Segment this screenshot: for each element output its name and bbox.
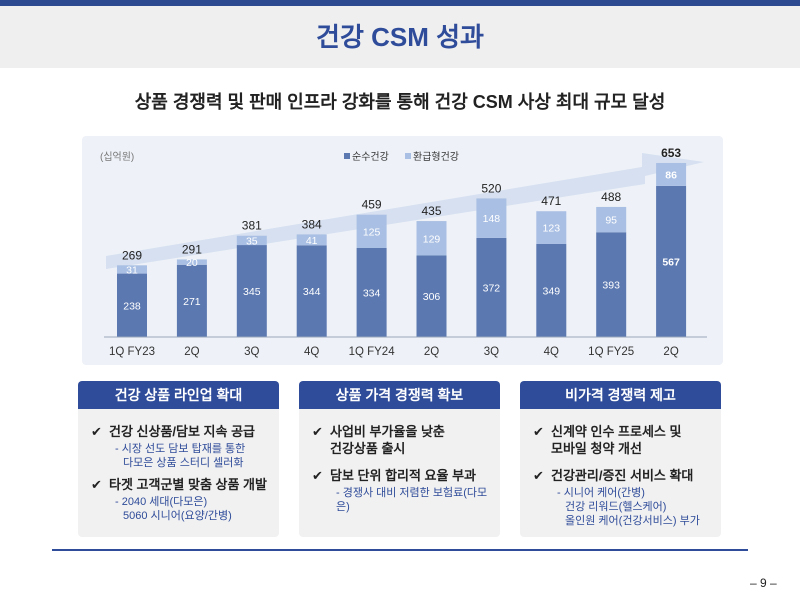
x-tick-label: 4Q (544, 346, 559, 358)
data-label-total: 471 (541, 194, 561, 208)
card-title: 건강 상품 라인업 확대 (78, 381, 279, 409)
bar-refund-health (117, 265, 147, 274)
bar-refund-health (416, 221, 447, 256)
check-icon: ✔ (533, 424, 544, 439)
bar-refund-health (476, 198, 507, 238)
chart-panel: (십억원) 순수건강 환급형건강 238 31 269 1Q FY23 271 20 291 2Q 3… (82, 136, 723, 365)
bar-pure-health (536, 243, 567, 337)
data-label-pure: 393 (602, 280, 620, 292)
card-title: 상품 가격 경쟁력 확보 (299, 381, 500, 409)
legend-swatch (405, 153, 411, 159)
data-label-total: 488 (601, 190, 621, 204)
card-sub-note: - 시니어 케어(간병) 건강 리워드(헬스케어) 올인원 케어(건강서비스) … (557, 487, 700, 527)
card-bullet: ✔ 사업비 부가율을 낮춘 건강상품 출시 (312, 424, 445, 456)
data-label-refund: 86 (665, 169, 677, 181)
bar-pure-health (236, 245, 267, 337)
data-label-refund: 20 (186, 257, 198, 269)
data-label-refund: 95 (605, 215, 617, 227)
data-label-total: 291 (182, 242, 202, 256)
x-tick-label: 1Q FY24 (349, 346, 396, 358)
data-label-total: 520 (481, 181, 501, 195)
data-label-total: 435 (421, 204, 441, 218)
card-title: 비가격 경쟁력 제고 (520, 381, 721, 409)
legend-label: 순수건강 (352, 151, 389, 163)
data-label-pure: 344 (303, 286, 321, 298)
check-icon: ✔ (533, 468, 544, 483)
bar-refund-health (176, 259, 207, 265)
data-label-pure: 372 (483, 282, 501, 294)
bar-refund-health (596, 206, 627, 233)
bar-pure-health (176, 264, 207, 337)
card-bullet: ✔ 건강관리/증진 서비스 확대 (533, 468, 694, 483)
x-tick-label: 2Q (184, 346, 199, 358)
x-tick-label: 2Q (663, 346, 678, 358)
card-sub-note: - 시장 선도 담보 탑재를 통한 다모은 상품 스터디 셀러화 (115, 443, 246, 469)
check-icon: ✔ (91, 424, 102, 439)
bar-pure-health (356, 247, 387, 337)
bar-pure-health (596, 232, 627, 337)
card-bullet: ✔ 신계약 인수 프로세스 및 모바일 청약 개선 (533, 424, 682, 456)
bar-refund-health (656, 162, 687, 186)
card-nonprice: 비가격 경쟁력 제고 ✔ 신계약 인수 프로세스 및 모바일 청약 개선 ✔ 건강관리… (520, 381, 721, 537)
bar-refund-health (536, 211, 567, 244)
data-label-total: 269 (122, 248, 142, 262)
page-title: 건강 CSM 성과 (316, 22, 484, 52)
x-tick-label: 1Q FY23 (109, 346, 155, 358)
x-tick-label: 1Q FY25 (588, 346, 634, 358)
unit-label: (십억원) (100, 151, 134, 163)
top-accent-line (0, 0, 800, 6)
bar-pure-health (117, 273, 147, 337)
card-lineup: 건강 상품 라인업 확대 ✔ 건강 신상품/담보 지속 공급 - 시장 선도 담보… (78, 381, 279, 537)
data-label-pure: 567 (662, 256, 680, 268)
bar-refund-health (356, 214, 387, 248)
card-bullet: ✔ 타겟 고객군별 맞춤 상품 개발 (91, 477, 267, 492)
data-label-pure: 345 (243, 286, 261, 298)
bar-pure-health (296, 245, 327, 337)
bar-refund-health (236, 235, 267, 246)
card-price: 상품 가격 경쟁력 확보 ✔ 사업비 부가율을 낮춘 건강상품 출시 ✔ 담보 단위 … (299, 381, 500, 537)
card-bullet: ✔ 건강 신상품/담보 지속 공급 (91, 424, 256, 439)
data-label-total: 459 (362, 198, 382, 212)
data-label-refund: 148 (483, 213, 501, 225)
bottom-divider (52, 549, 748, 551)
check-icon: ✔ (312, 424, 323, 439)
bar-pure-health (656, 185, 687, 337)
data-label-pure: 349 (543, 285, 561, 297)
data-label-refund: 41 (306, 235, 318, 247)
data-label-pure: 271 (183, 296, 201, 308)
check-icon: ✔ (312, 468, 323, 483)
data-label-refund: 129 (423, 233, 441, 245)
data-label-pure: 238 (123, 300, 141, 312)
x-tick-label: 4Q (304, 346, 319, 358)
page-number: – 9 – (750, 576, 777, 590)
data-label-refund: 31 (126, 264, 138, 276)
card-sub-note: - 2040 세대(다모은) 5060 시니어(요양/간병) (115, 496, 232, 522)
legend-label: 환급형건강 (413, 151, 459, 163)
check-icon: ✔ (91, 477, 102, 492)
data-label-refund: 123 (543, 223, 561, 235)
card-sub-note: - 경쟁사 대비 저렴한 보험료(다모은) (336, 487, 488, 513)
x-tick-label: 3Q (484, 346, 499, 358)
x-tick-label: 3Q (244, 346, 259, 358)
data-label-refund: 35 (246, 235, 258, 247)
x-tick-label: 2Q (424, 346, 439, 358)
data-label-total: 653 (661, 146, 681, 160)
legend-swatch (344, 153, 350, 159)
data-label-pure: 334 (363, 287, 381, 299)
card-bullet: ✔ 담보 단위 합리적 요율 부과 (312, 468, 477, 483)
page-subtitle: 상품 경쟁력 및 판매 인프라 강화를 통해 건강 CSM 사상 최대 규모 달… (134, 92, 666, 112)
bar-refund-health (296, 234, 327, 246)
data-label-refund: 125 (363, 226, 381, 238)
title-bar (0, 6, 800, 68)
bar-pure-health (416, 255, 447, 337)
data-label-total: 381 (242, 219, 262, 233)
data-label-total: 384 (302, 217, 322, 231)
bar-pure-health (476, 237, 507, 337)
data-label-pure: 306 (423, 291, 441, 303)
